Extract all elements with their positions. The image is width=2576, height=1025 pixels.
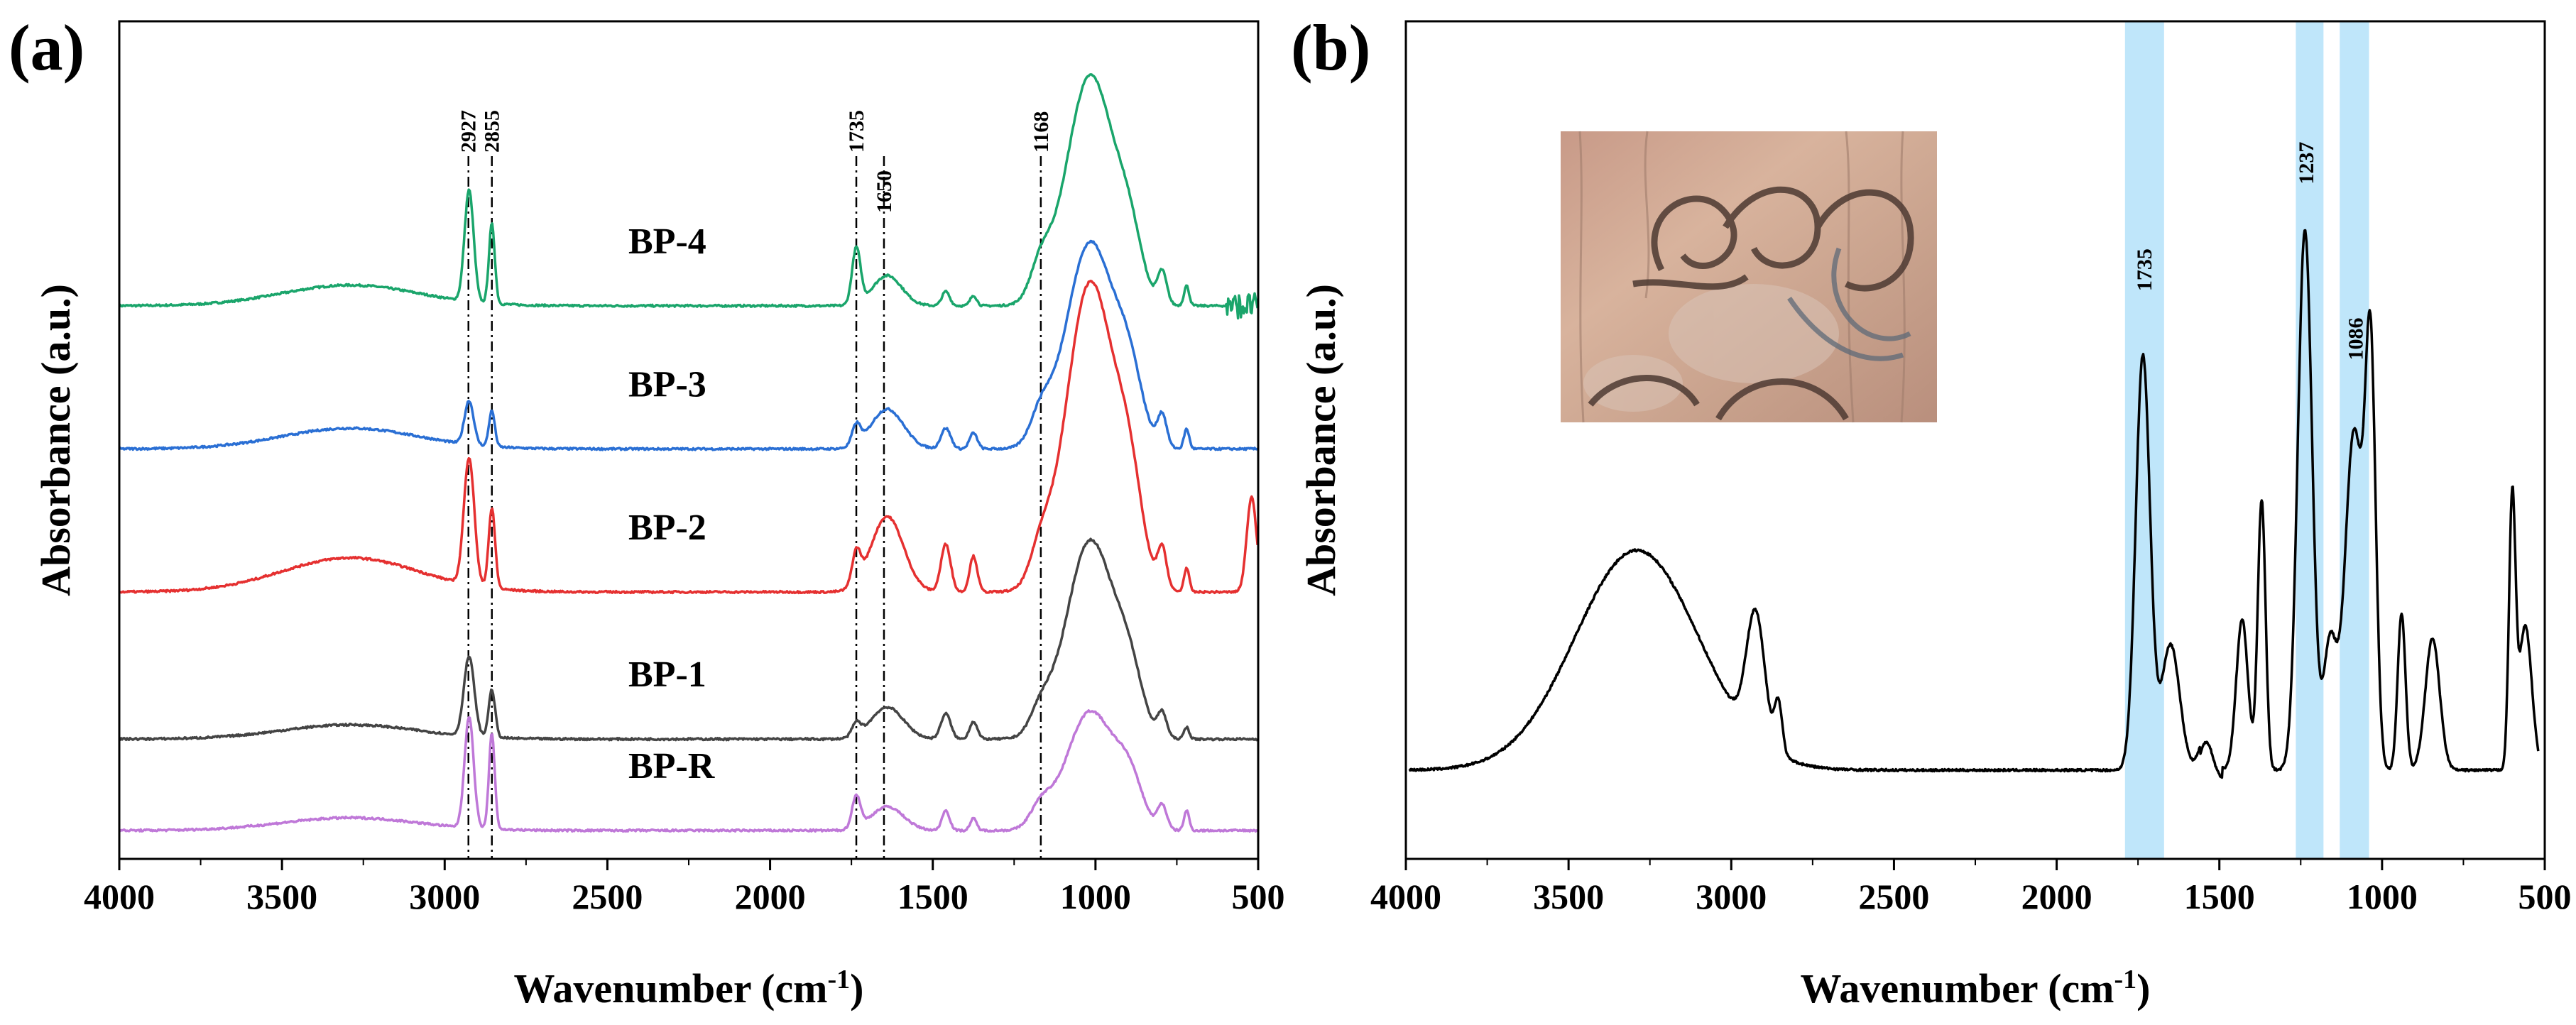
panel-a-series-labels: BP-4 BP-3 BP-2 BP-1 BP-R [628,221,716,786]
peak-label-2855: 2855 [481,110,504,153]
panel-a-x-tick-label: 500 [1232,877,1285,916]
panel-a-y-axis-title: Absorbance (a.u.) [33,284,79,596]
peak-label-1237: 1237 [2295,142,2318,185]
series-label-bp-4: BP-4 [628,221,706,262]
panel-b-x-tick-label: 2500 [1858,877,1929,916]
panel-b-series [1408,229,2540,779]
peak-label-1735: 1735 [845,110,868,153]
series-label-bp-3: BP-3 [628,364,706,405]
panel-a-x-tick-label: 2000 [735,877,806,916]
series-line-bp-1 [119,537,1259,742]
series-line-bp-4 [118,73,1259,320]
series-line-sample [1408,229,2540,779]
panel-b-x-tick-label: 500 [2518,877,2572,916]
panel-b-peak-labels: 1735 1237 1086 [2133,142,2367,361]
panel-b-x-tick-label: 3000 [1696,877,1767,916]
panel-b-x-tick-label: 2000 [2021,877,2092,916]
series-label-bp-r: BP-R [628,746,716,786]
peak-label-1086: 1086 [2344,317,2367,360]
series-label-bp-1: BP-1 [628,654,706,695]
panel-b-y-axis-title: Absorbance (a.u.) [1298,284,1344,596]
panel-a-x-tick-label: 2500 [572,877,643,916]
panel-b-x-tick-label: 4000 [1370,877,1441,916]
panel-a-x-tick-label: 1500 [897,877,968,916]
series-label-bp-2: BP-2 [628,508,706,548]
panel-b-highlight-bands [2124,22,2369,858]
peak-label-1650: 1650 [873,170,896,213]
panel-b-x-tick-label: 1500 [2184,877,2255,916]
panel-a-x-tick-label: 3500 [246,877,317,916]
panel-a-series [118,73,1259,833]
inset-wood-photo [1561,131,1937,423]
panel-a-x-tick-label: 1000 [1060,877,1131,916]
peak-label-2927: 2927 [457,110,481,153]
highlight-band [2296,22,2324,858]
series-line-bp-3 [119,239,1259,451]
panel-b-x-tick-label: 1000 [2347,877,2418,916]
peak-label-1168: 1168 [1030,111,1053,153]
peak-label-1735: 1735 [2133,248,2156,291]
panel-b-x-ticks: 4000 3500 3000 2500 2000 1500 1000 500 [1370,859,2572,916]
highlight-band [2340,22,2369,858]
panel-a-x-tick-label: 4000 [84,877,155,916]
panel-b-letter: (b) [1291,11,1370,84]
series-line-bp-2 [118,280,1259,595]
panel-b: (b) 1735 1237 1086 [1291,11,2572,1012]
panel-a-x-axis-title: Wavenumber (cm-1) [514,965,864,1012]
panel-b-x-tick-label: 3500 [1533,877,1604,916]
panel-a-x-ticks: 4000 3500 3000 2500 2000 1500 1000 500 [84,859,1285,916]
panel-b-x-axis-title: Wavenumber (cm-1) [1801,965,2151,1012]
panel-a-x-tick-label: 3000 [409,877,480,916]
series-line-bp-r [119,709,1258,833]
panel-a-frame [118,20,1260,860]
highlight-band [2124,22,2164,858]
panel-a-letter: (a) [9,11,84,84]
